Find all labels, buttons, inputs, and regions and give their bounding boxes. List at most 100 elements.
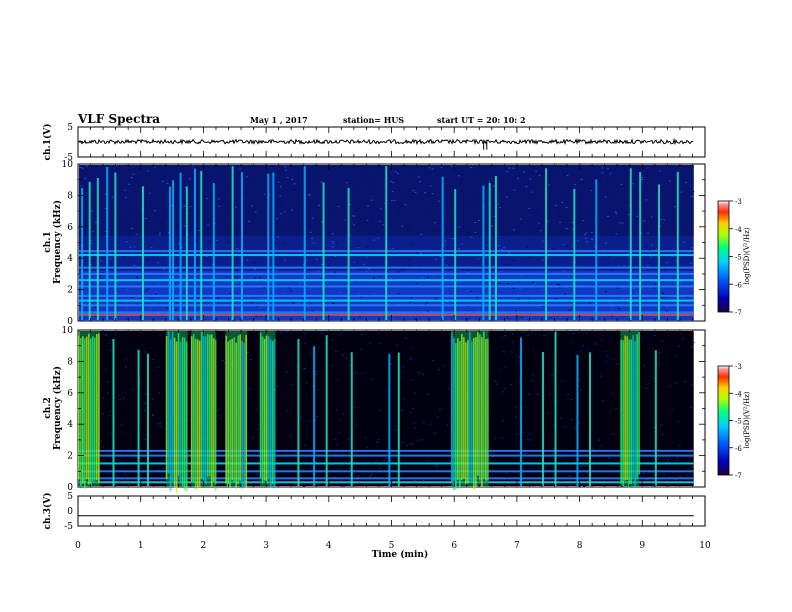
noise-speck — [334, 271, 337, 273]
noise-speck — [197, 230, 200, 232]
noise-speck — [461, 243, 464, 245]
noise-speck — [542, 179, 545, 181]
burst-line — [467, 340, 469, 484]
noise-speck — [152, 298, 155, 300]
noise-speck — [667, 181, 670, 183]
noise-speck — [108, 415, 111, 417]
noise-speck — [677, 420, 680, 422]
noise-speck — [553, 425, 556, 427]
noise-speck — [354, 210, 357, 212]
noise-speck — [146, 221, 149, 223]
time-xlabel: Time (min) — [372, 549, 429, 560]
noise-speck — [195, 240, 198, 242]
noise-speck — [508, 167, 511, 169]
noise-speck — [466, 269, 469, 271]
burst-line — [481, 337, 483, 488]
noise-speck — [610, 169, 613, 171]
noise-speck — [281, 206, 284, 208]
noise-speck — [679, 199, 682, 201]
burst-line — [267, 336, 270, 479]
noise-speck — [493, 215, 496, 217]
noise-speck — [480, 176, 483, 178]
noise-speck — [91, 230, 94, 232]
noise-speck — [655, 209, 658, 211]
noise-speck — [390, 363, 393, 365]
noise-speck — [547, 412, 550, 414]
time-tick-label: 1 — [138, 541, 144, 551]
sferic-burst — [313, 346, 316, 486]
noise-speck — [229, 292, 232, 294]
noise-speck — [461, 269, 464, 271]
noise-speck — [502, 298, 505, 300]
noise-speck — [568, 475, 571, 477]
noise-speck — [666, 461, 669, 463]
noise-speck — [611, 269, 614, 271]
noise-speck — [345, 182, 348, 184]
noise-speck — [176, 221, 179, 223]
noise-speck — [576, 310, 579, 312]
noise-speck — [233, 275, 236, 277]
noise-speck — [531, 281, 534, 283]
noise-speck — [294, 483, 297, 485]
noise-speck — [144, 351, 147, 353]
noise-speck — [339, 419, 342, 421]
noise-speck — [104, 335, 107, 337]
noise-speck — [365, 256, 368, 258]
noise-speck — [152, 359, 155, 361]
burst-line — [469, 331, 471, 483]
time-tick-label: 0 — [75, 541, 81, 551]
noise-speck — [515, 406, 518, 408]
noise-speck — [183, 225, 186, 227]
noise-speck — [145, 272, 148, 274]
noise-speck — [379, 409, 382, 411]
frequency-band — [79, 454, 694, 457]
noise-speck — [645, 479, 648, 481]
noise-speck — [437, 191, 440, 193]
burst-line — [185, 341, 188, 492]
start-time-label: start UT = 20: 10: 2 — [437, 115, 526, 125]
burst-line — [485, 339, 487, 481]
noise-speck — [315, 461, 318, 463]
noise-speck — [251, 302, 254, 304]
noise-speck — [660, 219, 663, 221]
noise-speck — [564, 315, 567, 317]
noise-speck — [245, 176, 248, 178]
noise-speck — [583, 485, 586, 487]
noise-speck — [336, 443, 339, 445]
noise-speck — [91, 210, 94, 212]
noise-speck — [616, 287, 619, 289]
noise-speck — [559, 221, 562, 223]
frequency-band — [79, 477, 694, 480]
noise-speck — [539, 230, 542, 232]
noise-speck — [291, 178, 294, 180]
noise-speck — [669, 180, 672, 182]
frequency-band — [79, 462, 694, 465]
noise-speck — [472, 196, 475, 198]
noise-speck — [671, 255, 674, 257]
burst-line — [177, 332, 180, 477]
noise-speck — [641, 176, 644, 178]
noise-speck — [689, 456, 692, 458]
noise-speck — [650, 167, 653, 169]
noise-speck — [268, 193, 271, 195]
noise-speck — [188, 475, 191, 477]
noise-speck — [689, 262, 692, 264]
noise-speck — [145, 290, 148, 292]
noise-speck — [360, 218, 363, 220]
noise-speck — [409, 316, 412, 318]
noise-speck — [157, 282, 160, 284]
noise-speck — [586, 332, 589, 334]
noise-speck — [596, 227, 599, 229]
noise-speck — [418, 268, 421, 270]
noise-speck — [431, 360, 434, 362]
noise-speck — [151, 398, 154, 400]
burst-line — [194, 338, 197, 490]
noise-speck — [527, 257, 530, 259]
colorbar-tick-label: -7 — [735, 472, 742, 480]
noise-speck — [623, 265, 626, 267]
noise-speck — [80, 185, 83, 187]
noise-speck — [352, 191, 355, 193]
noise-speck — [306, 214, 309, 216]
noise-speck — [604, 235, 607, 237]
noise-speck — [359, 170, 362, 172]
